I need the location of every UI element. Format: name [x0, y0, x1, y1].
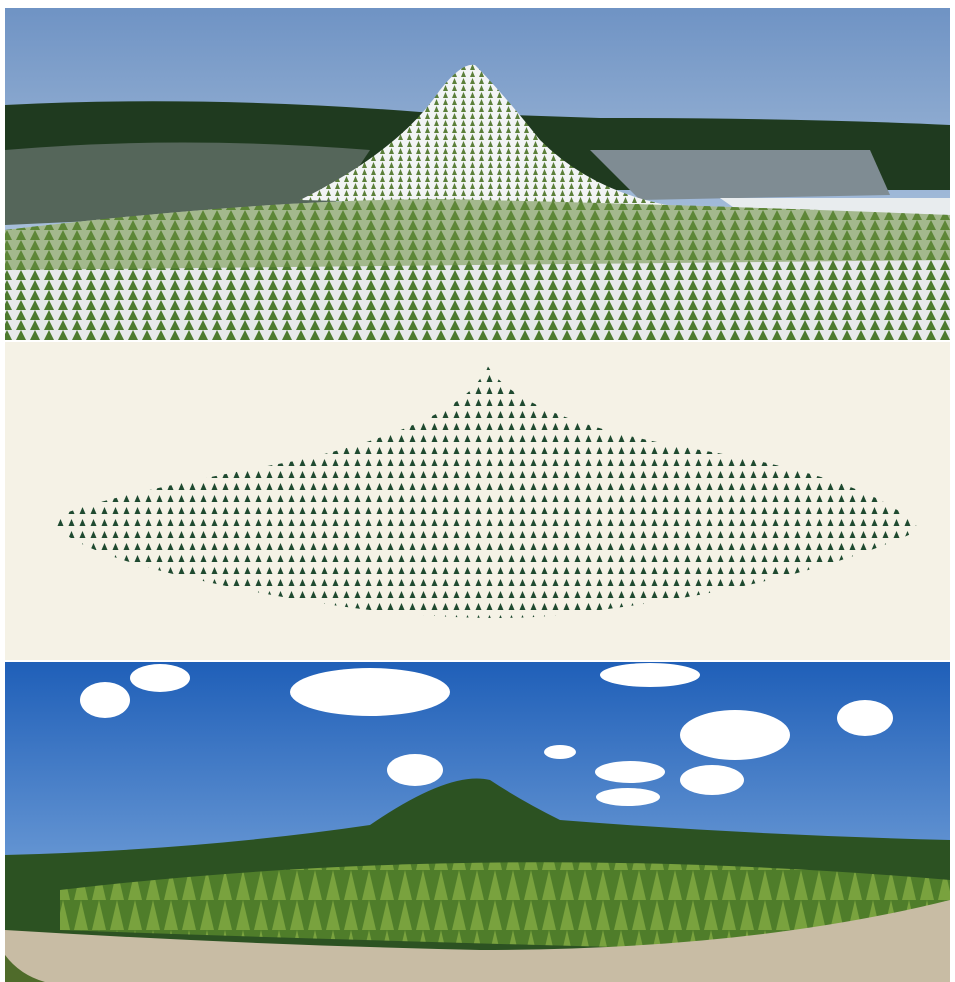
tree-spiral [52, 365, 920, 618]
top-photo [5, 8, 950, 340]
slope-left [5, 142, 370, 225]
middle-model [5, 342, 950, 660]
tree-mountain [300, 64, 700, 210]
grass-edge [5, 955, 45, 982]
dirt-road [5, 900, 950, 982]
clouds [80, 663, 893, 806]
slope-right [590, 150, 890, 200]
young-forest [60, 862, 950, 955]
bottom-photo [5, 662, 950, 982]
green-band [5, 199, 950, 270]
